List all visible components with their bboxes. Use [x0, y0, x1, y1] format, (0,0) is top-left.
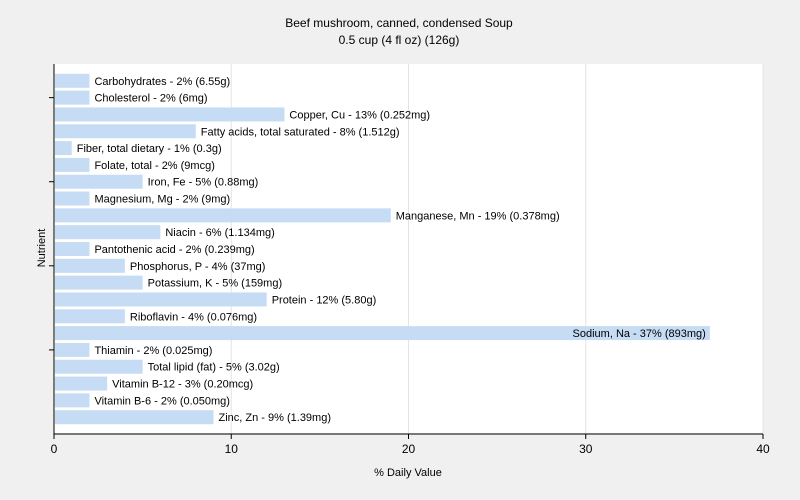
- x-tick-label: 40: [756, 442, 770, 456]
- grid-lines: [230, 64, 764, 434]
- bar: [55, 73, 90, 88]
- x-tick-label: 0: [51, 442, 58, 456]
- bar: [55, 107, 285, 122]
- bar: [55, 191, 90, 206]
- x-tick-label: 10: [225, 442, 239, 456]
- bar: [55, 258, 125, 273]
- bar-label: Sodium, Na - 37% (893mg): [573, 328, 706, 340]
- bar-label: Protein - 12% (5.80g): [272, 294, 377, 306]
- bar-label: Total lipid (fat) - 5% (3.02g): [148, 362, 280, 374]
- bar: [55, 141, 72, 156]
- bar: [55, 208, 391, 223]
- bar-label: Fiber, total dietary - 1% (0.3g): [77, 143, 222, 155]
- bar-label: Cholesterol - 2% (6mg): [94, 93, 207, 105]
- bar: [55, 90, 90, 105]
- x-axis-label: % Daily Value: [374, 467, 442, 479]
- bar-label: Carbohydrates - 2% (6.55g): [94, 76, 230, 88]
- bar: [55, 410, 214, 425]
- bar-label: Riboflavin - 4% (0.076mg): [130, 311, 257, 323]
- bar-label: Magnesium, Mg - 2% (9mg): [94, 194, 230, 206]
- bar-label: Folate, total - 2% (9mcg): [94, 160, 214, 172]
- bar-label: Phosphorus, P - 4% (37mg): [130, 261, 266, 273]
- chart-subtitle: 0.5 cup (4 fl oz) (126g): [339, 33, 460, 47]
- bar: [55, 326, 710, 341]
- bar: [55, 376, 108, 391]
- bar: [55, 309, 125, 324]
- x-tick-label: 20: [402, 442, 416, 456]
- bar: [55, 242, 90, 256]
- bar-label: Thiamin - 2% (0.025mg): [94, 345, 212, 357]
- bar-label: Copper, Cu - 13% (0.252mg): [289, 109, 430, 121]
- bars: [55, 73, 710, 425]
- bar: [55, 275, 143, 290]
- bar-label: Manganese, Mn - 19% (0.378mg): [396, 210, 560, 222]
- bar: [55, 124, 196, 139]
- y-axis-label: Nutrient: [36, 229, 48, 268]
- bar-labels: Carbohydrates - 2% (6.55g) Cholesterol - …: [77, 76, 706, 424]
- bar: [55, 174, 143, 189]
- bar: [55, 342, 90, 357]
- bar-label: Iron, Fe - 5% (0.88mg): [148, 177, 259, 189]
- x-axis-ticks: 0 10 20 30 40: [51, 434, 770, 456]
- bar-label: Vitamin B-12 - 3% (0.20mcg): [112, 379, 253, 391]
- bar-label: Pantothenic acid - 2% (0.239mg): [94, 244, 254, 256]
- x-tick-label: 30: [579, 442, 593, 456]
- bar-label: Niacin - 6% (1.134mg): [165, 227, 274, 239]
- bar-label: Fatty acids, total saturated - 8% (1.512…: [201, 126, 400, 138]
- chart-title: Beef mushroom, canned, condensed Soup: [285, 16, 513, 30]
- bar-label: Zinc, Zn - 9% (1.39mg): [219, 412, 331, 424]
- bar-label: Vitamin B-6 - 2% (0.050mg): [94, 395, 230, 407]
- y-axis-ticks: [49, 97, 54, 351]
- bar-label: Potassium, K - 5% (159mg): [148, 278, 283, 290]
- bar: [55, 157, 90, 172]
- bar: [55, 359, 143, 374]
- bar: [55, 225, 161, 240]
- bar: [55, 292, 267, 307]
- bar: [55, 393, 90, 408]
